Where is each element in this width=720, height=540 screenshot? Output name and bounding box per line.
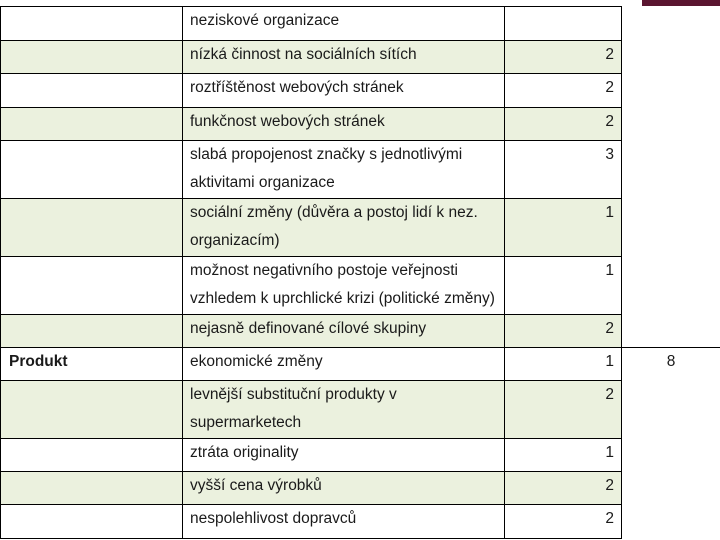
table-row: roztříštěnost webových stránek 2 (0, 73, 720, 108)
category-cell (0, 40, 183, 74)
score-cell: 1 (504, 347, 622, 381)
score-cell: 2 (504, 107, 622, 141)
total-cell (621, 380, 720, 439)
category-cell (0, 380, 183, 439)
risk-table: neziskové organizace nízká činnost na so… (0, 6, 720, 539)
total-cell: 8 (621, 347, 720, 381)
category-cell (0, 107, 183, 141)
description-cell: ekonomické změny (182, 347, 505, 381)
score-cell: 1 (504, 198, 622, 257)
table-row: levnější substituční produkty v supermar… (0, 380, 720, 439)
risk-table-body: neziskové organizace nízká činnost na so… (0, 6, 720, 539)
category-cell (0, 438, 183, 472)
description-cell: ztráta originality (182, 438, 505, 472)
total-cell (621, 314, 720, 348)
table-row: slabá propojenost značky s jednotlivými … (0, 140, 720, 199)
table-row: funkčnost webových stránek 2 (0, 107, 720, 141)
score-cell: 1 (504, 256, 622, 315)
table-row: sociální změny (důvěra a postoj lidí k n… (0, 198, 720, 257)
category-cell (0, 140, 183, 199)
category-cell (0, 73, 183, 108)
description-cell: neziskové organizace (182, 6, 505, 41)
total-cell (621, 471, 720, 505)
category-cell: Produkt (0, 347, 183, 381)
category-cell (0, 256, 183, 315)
total-cell (621, 6, 720, 41)
description-cell: nejasně definované cílové skupiny (182, 314, 505, 348)
table-row: neziskové organizace (0, 6, 720, 41)
description-cell: roztříštěnost webových stránek (182, 73, 505, 108)
total-cell (621, 73, 720, 108)
category-cell (0, 6, 183, 41)
description-cell: nízká činnost na sociálních sítích (182, 40, 505, 74)
description-cell: sociální změny (důvěra a postoj lidí k n… (182, 198, 505, 257)
category-cell (0, 314, 183, 348)
table-row: vyšší cena výrobků 2 (0, 471, 720, 505)
table-row: ztráta originality 1 (0, 438, 720, 472)
score-cell: 3 (504, 140, 622, 199)
score-cell: 2 (504, 314, 622, 348)
category-cell (0, 198, 183, 257)
total-cell (621, 198, 720, 257)
total-cell (621, 40, 720, 74)
description-cell: nespolehlivost dopravců (182, 504, 505, 539)
score-cell: 2 (504, 504, 622, 539)
category-cell (0, 504, 183, 539)
table-row: nízká činnost na sociálních sítích 2 (0, 40, 720, 74)
description-cell: možnost negativního postoje veřejnosti v… (182, 256, 505, 315)
description-cell: levnější substituční produkty v supermar… (182, 380, 505, 439)
table-row: možnost negativního postoje veřejnosti v… (0, 256, 720, 315)
total-cell (621, 438, 720, 472)
table-row: nespolehlivost dopravců 2 (0, 504, 720, 539)
score-cell: 2 (504, 471, 622, 505)
score-cell: 1 (504, 438, 622, 472)
title-accent-bar (642, 0, 720, 6)
description-cell: funkčnost webových stránek (182, 107, 505, 141)
score-cell: 2 (504, 73, 622, 108)
table-row: nejasně definované cílové skupiny 2 (0, 314, 720, 348)
score-cell: 2 (504, 380, 622, 439)
total-cell (621, 140, 720, 199)
table-row: Produkt ekonomické změny 1 8 (0, 347, 720, 381)
description-cell: vyšší cena výrobků (182, 471, 505, 505)
category-cell (0, 471, 183, 505)
total-cell (621, 256, 720, 315)
total-cell (621, 107, 720, 141)
score-cell (504, 6, 622, 41)
score-cell: 2 (504, 40, 622, 74)
total-cell (621, 504, 720, 539)
description-cell: slabá propojenost značky s jednotlivými … (182, 140, 505, 199)
